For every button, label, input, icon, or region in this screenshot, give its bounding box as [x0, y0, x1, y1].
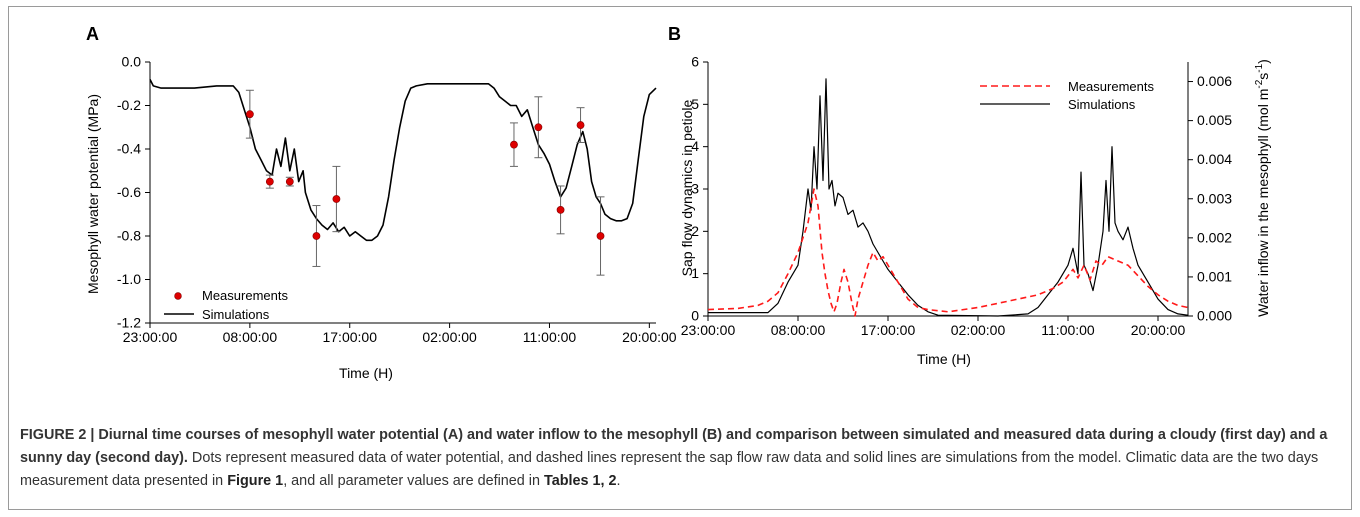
panel-b-y2-tick-label: 0.000 [1197, 308, 1232, 324]
panel-b-x-tick-label: 23:00:00 [681, 322, 736, 338]
panel-a-x-tick-label: 11:00:00 [523, 329, 577, 345]
figure-frame [8, 6, 1352, 510]
panel-b-plot-area: 0 1 2 3 4 5 6 0.000 0.001 0.002 0.003 0.004 0.005 0.0… [681, 54, 1232, 339]
caption-end: . [616, 473, 621, 489]
panel-a-y-axis-label: Mesophyll water potential (MPa) [85, 94, 101, 294]
panel-a-y-tick-label: -0.6 [117, 184, 141, 200]
panel-a-x-tick-label: 23:00:00 [123, 329, 178, 345]
panel-a-measurement-point [556, 205, 565, 214]
panel-b-y-tick-label: 1 [691, 265, 699, 281]
panel-a-x-axis-label: Time (H) [339, 365, 393, 381]
panel-a: A 0.0 -0.2 -0.4 -0.6 -0.8 -1.0 -1.223:00:00 08:… [85, 24, 677, 381]
panel-a-measurement-point [245, 110, 254, 119]
panel-a-measurement-point [510, 140, 518, 149]
figure-charts: A 0.0-0.2-0.4-0.6-0.8-1.0-1.223:00:00 08:… [85, 24, 1271, 381]
caption-tables-ref: Tables 1, 2 [543, 473, 617, 489]
panel-b-y-tick-label: 0 [691, 308, 699, 324]
panel-a-measurement-point [265, 177, 274, 186]
panel-b-x-axis-label: Time (H) [917, 351, 971, 367]
panel-b-y-axis-label: Sap flow dynamics in petiole [679, 99, 695, 276]
panel-a-measurement-point [285, 177, 294, 186]
panel-a-measurement-point [596, 232, 605, 240]
panel-a-measurement-point [576, 121, 585, 129]
panel-a-measurement-point [312, 232, 321, 240]
caption-figure-ref: Figure 1 [227, 473, 284, 489]
panel-a-measurement-point [332, 195, 341, 203]
legend-a-simulations-label: Simulations [202, 307, 270, 322]
panel-a-label: A [86, 24, 99, 44]
caption-text-1: Dots represent measured data of water po… [20, 450, 1319, 489]
panel-b-x-tick-label: 02:00:00 [951, 322, 1006, 338]
panel-b-y-tick-label: 6 [691, 54, 699, 70]
panel-b-measurements-line [707, 188, 1189, 317]
panel-a-plot-area: 0.0 -0.2 -0.4 -0.6 -0.8 -1.0 -1.223:00:00 08:00… [117, 54, 677, 346]
panel-a-y-tick-label: -0.8 [117, 228, 141, 244]
panel-b-y-tick-label: 3 [691, 181, 699, 197]
legend-a-measurements-marker [174, 292, 182, 300]
panel-b: B 01234560.0000.0010.0020.0030.0040.0050… [668, 24, 1271, 367]
panel-b-y2-tick-label: 0.005 [1197, 112, 1232, 128]
panel-a-y-tick-label: -1.0 [117, 271, 141, 287]
panel-b-y2-tick-label: 0.004 [1197, 151, 1232, 167]
panel-a-measurement-point [534, 123, 543, 132]
figure-caption: FIGURE 2 | Diurnal time courses of mesop… [20, 424, 1338, 493]
panel-a-x-tick-label: 02:00:00 [422, 329, 477, 345]
panel-b-y2-axis-label: Water inflow in the mesophyll (mol m-2s-… [1254, 59, 1271, 317]
panel-b-y2-tick-label: 0.002 [1197, 229, 1232, 245]
caption-title: FIGURE 2 | Diurnal time courses of mesop… [20, 427, 1328, 466]
panel-b-y2-tick-label: 0.001 [1197, 268, 1232, 284]
panel-a-y-tick-label: -0.4 [117, 141, 141, 157]
panel-a-x-tick-label: 20:00:00 [622, 329, 677, 345]
panel-b-x-tick-label: 17:00:00 [861, 322, 916, 338]
panel-a-y-tick-label: -0.2 [117, 97, 141, 113]
panel-b-y2-tick-label: 0.003 [1197, 190, 1232, 206]
panel-b-x-tick-label: 20:00:00 [1131, 322, 1186, 338]
panel-a-x-tick-label: 08:00:00 [223, 329, 278, 345]
panel-b-y-tick-label: 5 [691, 96, 699, 112]
panel-b-simulations-line [708, 78, 1189, 317]
panel-b-x-tick-label: 11:00:00 [1041, 322, 1095, 338]
legend-b-measurements-label: Measurements [1068, 79, 1154, 94]
legend-b-simulations-label: Simulations [1068, 97, 1136, 112]
panel-a-y-tick-label: 0.0 [122, 54, 142, 70]
panel-a-simulations-line [149, 79, 657, 242]
panel-a-y-tick-label: -1.2 [117, 315, 141, 331]
caption-text-2: , and all parameter values are defined i… [283, 473, 544, 489]
panel-b-y2-tick-label: 0.006 [1197, 73, 1232, 89]
panel-b-legend: Measurements Simulations [980, 79, 1154, 112]
panel-a-legend: Measurements Simulations [164, 288, 288, 322]
panel-b-y-tick-label: 4 [691, 138, 699, 154]
legend-a-measurements-label: Measurements [202, 288, 288, 303]
panel-b-x-tick-label: 08:00:00 [771, 322, 826, 338]
panel-b-y-tick-label: 2 [691, 223, 699, 239]
panel-b-label: B [668, 24, 681, 44]
panel-a-x-tick-label: 17:00:00 [322, 329, 377, 345]
